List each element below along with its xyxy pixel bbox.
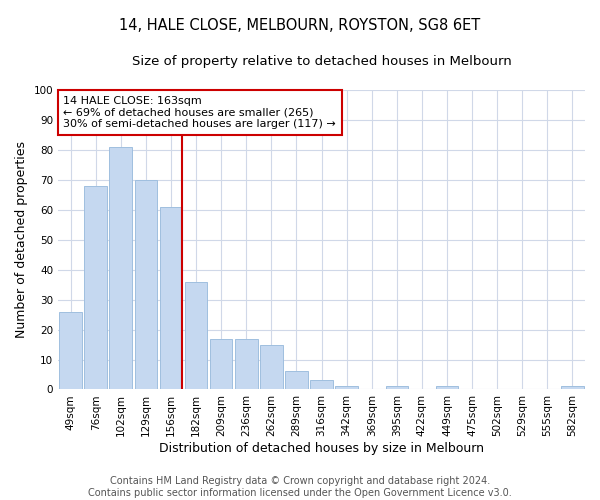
- Bar: [561, 386, 584, 390]
- Title: Size of property relative to detached houses in Melbourn: Size of property relative to detached ho…: [131, 55, 511, 68]
- Bar: [210, 338, 232, 390]
- Bar: [335, 386, 358, 390]
- Bar: [109, 147, 132, 390]
- Bar: [59, 312, 82, 390]
- Y-axis label: Number of detached properties: Number of detached properties: [15, 141, 28, 338]
- Text: 14, HALE CLOSE, MELBOURN, ROYSTON, SG8 6ET: 14, HALE CLOSE, MELBOURN, ROYSTON, SG8 6…: [119, 18, 481, 32]
- Bar: [235, 338, 257, 390]
- Bar: [160, 207, 182, 390]
- Text: Contains HM Land Registry data © Crown copyright and database right 2024.
Contai: Contains HM Land Registry data © Crown c…: [88, 476, 512, 498]
- Bar: [185, 282, 208, 390]
- Bar: [260, 344, 283, 390]
- Bar: [310, 380, 333, 390]
- Bar: [436, 386, 458, 390]
- Bar: [386, 386, 408, 390]
- Bar: [134, 180, 157, 390]
- X-axis label: Distribution of detached houses by size in Melbourn: Distribution of detached houses by size …: [159, 442, 484, 455]
- Bar: [85, 186, 107, 390]
- Bar: [285, 372, 308, 390]
- Text: 14 HALE CLOSE: 163sqm
← 69% of detached houses are smaller (265)
30% of semi-det: 14 HALE CLOSE: 163sqm ← 69% of detached …: [64, 96, 336, 129]
